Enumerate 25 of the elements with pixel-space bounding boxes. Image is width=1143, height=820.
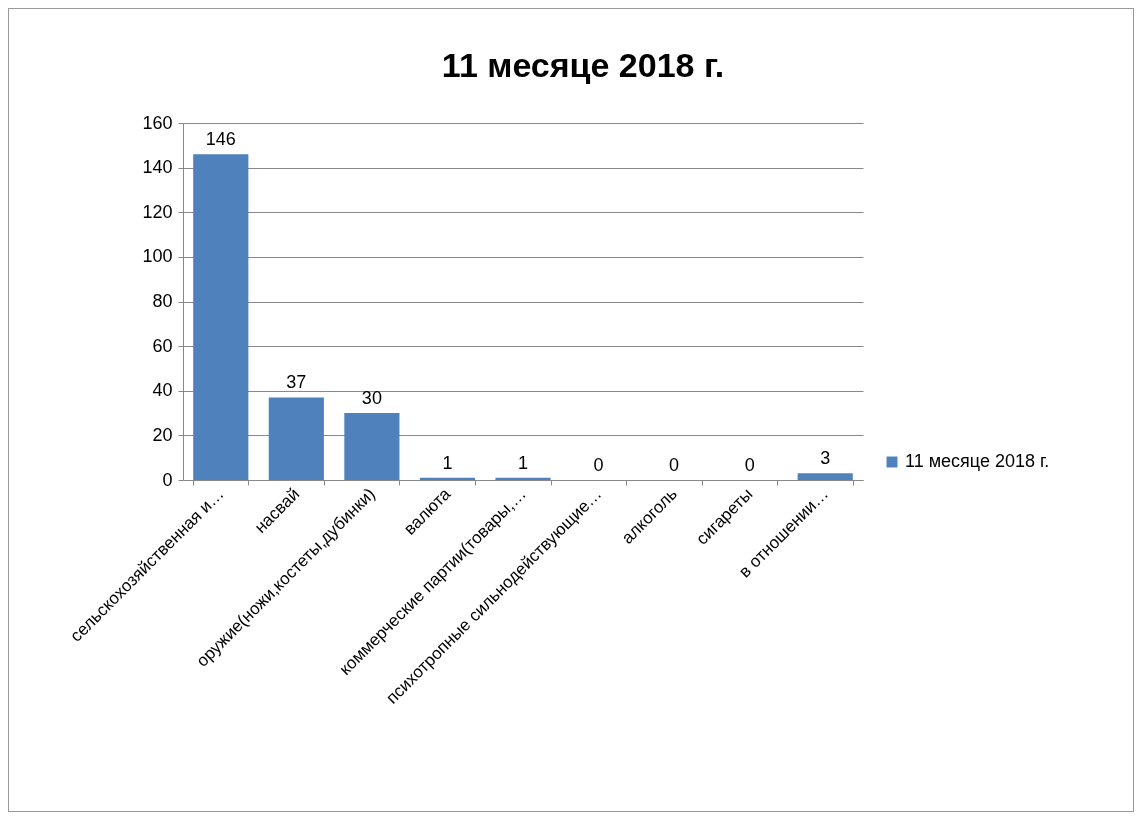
y-tick-label: 60: [152, 335, 173, 356]
y-tick-label: 20: [152, 424, 173, 445]
data-label: 0: [744, 455, 755, 475]
y-tick-label: 40: [152, 380, 173, 401]
legend-label: 11 месяце 2018 г.: [905, 451, 1050, 471]
data-label: 37: [286, 372, 307, 393]
data-label: 3: [820, 448, 831, 469]
y-tick-label: 160: [142, 112, 173, 133]
chart-title: 11 месяце 2018 г.: [441, 46, 725, 84]
y-tick-label: 100: [142, 246, 173, 267]
bar: [495, 477, 551, 480]
bar: [268, 397, 324, 480]
data-label: 0: [669, 455, 680, 475]
y-tick-label: 120: [142, 201, 173, 222]
data-label: 30: [361, 388, 382, 409]
data-label: 146: [205, 129, 236, 150]
data-label: 1: [517, 452, 529, 473]
bar: [344, 413, 400, 480]
data-label: 1: [442, 452, 453, 473]
bar: [797, 473, 853, 480]
y-tick-label: 80: [152, 291, 173, 311]
bar: [193, 154, 249, 480]
y-tick-label: 0: [162, 469, 173, 490]
y-tick-label: 140: [142, 157, 173, 178]
data-label: 0: [593, 455, 604, 475]
